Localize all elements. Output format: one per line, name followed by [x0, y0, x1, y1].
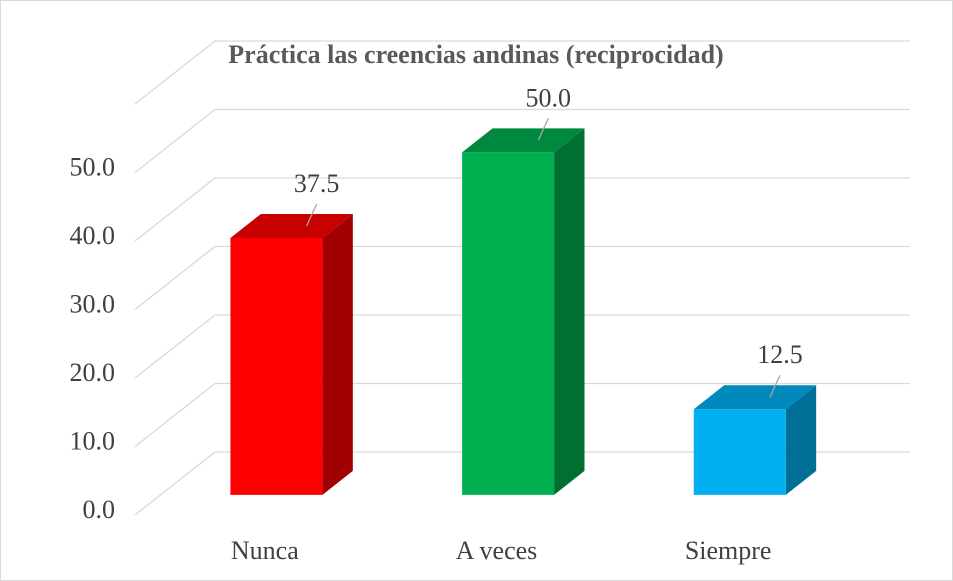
bar-top	[693, 385, 817, 410]
grid-line	[134, 177, 910, 242]
leader-line	[769, 374, 781, 398]
bar-top	[462, 128, 585, 153]
bar	[462, 152, 555, 495]
grid-line	[134, 40, 910, 105]
grid-line	[134, 245, 910, 311]
bar-top	[230, 214, 353, 238]
bar-side	[785, 385, 817, 495]
chart-title: Práctica las creencias andinas (reciproc…	[228, 40, 723, 69]
bar	[230, 237, 323, 495]
data-label: 37.5	[294, 169, 340, 198]
grid-line	[134, 108, 910, 174]
leader-line	[306, 203, 318, 227]
grid-line	[134, 382, 910, 448]
grid-line	[134, 451, 910, 516]
x-tick-label: A veces	[456, 536, 538, 565]
y-tick-label: 20.0	[70, 358, 116, 387]
x-tick-label: Nunca	[231, 536, 299, 565]
y-tick-label: 0.0	[83, 495, 116, 524]
bar-side	[554, 128, 585, 495]
grid-line	[134, 314, 910, 379]
leader-line	[537, 118, 549, 141]
x-tick-label: Siempre	[685, 536, 772, 565]
y-tick-label: 40.0	[70, 221, 116, 250]
data-label: 12.5	[757, 340, 803, 369]
y-tick-label: 50.0	[70, 152, 116, 181]
bar	[693, 409, 786, 495]
bar-side	[322, 214, 353, 495]
data-label: 50.0	[526, 83, 572, 112]
y-tick-label: 10.0	[70, 426, 116, 455]
y-tick-label: 30.0	[70, 289, 116, 318]
